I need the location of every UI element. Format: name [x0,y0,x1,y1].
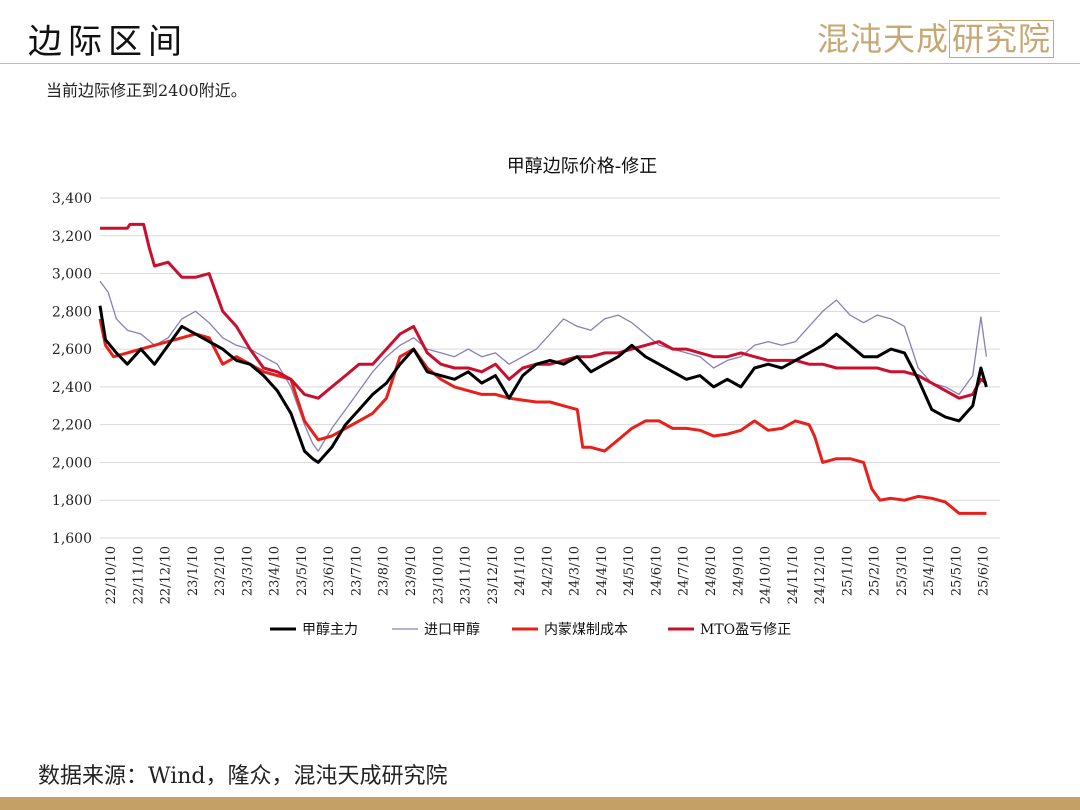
legend-label: MTO盈亏修正 [700,622,791,638]
brand-logo: 混沌天成研究院 [817,14,1054,60]
x-tick-label: 24/4/10 [595,546,610,596]
y-tick-label: 1,800 [52,493,92,509]
logo-box-text: 研究院 [948,20,1054,58]
x-tick-label: 22/12/10 [159,546,174,604]
y-tick-label: 2,600 [52,342,92,358]
x-tick-label: 23/10/10 [431,546,446,604]
legend-label: 内蒙煤制成本 [544,622,628,638]
x-tick-label: 25/4/10 [922,546,937,596]
x-tick-label: 23/9/10 [404,546,419,596]
x-tick-label: 23/12/10 [486,546,501,604]
x-tick-label: 24/6/10 [649,546,664,596]
chart-title: 甲醇边际价格-修正 [507,156,658,177]
legend-label: 进口甲醇 [424,621,480,638]
x-tick-label: 24/2/10 [540,546,555,596]
y-tick-label: 3,400 [52,191,92,207]
x-tick-label: 23/3/10 [240,546,255,596]
y-tick-label: 1,600 [52,531,92,547]
x-tick-label: 23/4/10 [268,546,283,596]
x-tick-label: 25/1/10 [840,546,855,596]
y-tick-label: 3,200 [52,229,92,245]
slide-subtitle: 当前边际修正到2400附近。 [46,81,247,100]
x-tick-label: 24/7/10 [677,546,692,596]
x-tick-label: 24/8/10 [704,546,719,596]
x-tick-label: 25/2/10 [868,546,883,596]
bottom-accent-bar [0,797,1080,810]
x-tick-label: 25/3/10 [895,546,910,596]
source-note: 数据来源：Wind，隆众，混沌天成研究院 [38,764,448,789]
series-line [99,280,988,452]
x-tick-label: 24/9/10 [731,546,746,596]
x-tick-label: 24/12/10 [813,546,828,604]
x-tick-label: 23/11/10 [459,546,474,604]
x-tick-label: 23/2/10 [213,546,228,596]
y-tick-label: 3,000 [52,267,92,283]
x-tick-label: 24/11/10 [786,546,801,604]
series-line [98,305,988,464]
legend-label: 甲醇主力 [302,621,358,638]
x-tick-label: 25/6/10 [977,546,992,596]
x-tick-label: 22/11/10 [131,546,146,604]
y-tick-label: 2,200 [52,418,92,434]
logo-main-text: 混沌天成 [816,20,949,58]
x-tick-label: 23/8/10 [377,546,392,596]
y-tick-label: 2,800 [52,304,92,320]
x-tick-label: 24/3/10 [568,546,583,596]
x-tick-label: 24/5/10 [622,546,637,596]
slide-title: 边际区间 [28,22,188,62]
x-tick-label: 22/10/10 [104,546,119,604]
x-tick-label: 23/7/10 [349,546,364,596]
x-tick-label: 24/1/10 [513,546,528,596]
x-tick-label: 25/5/10 [949,546,964,596]
y-tick-label: 2,400 [52,380,92,396]
x-tick-label: 23/6/10 [322,546,337,596]
x-tick-label: 23/1/10 [186,546,201,596]
x-tick-label: 23/5/10 [295,546,310,596]
y-tick-label: 2,000 [52,455,92,471]
title-divider [0,63,1080,64]
x-tick-label: 24/10/10 [759,546,774,604]
